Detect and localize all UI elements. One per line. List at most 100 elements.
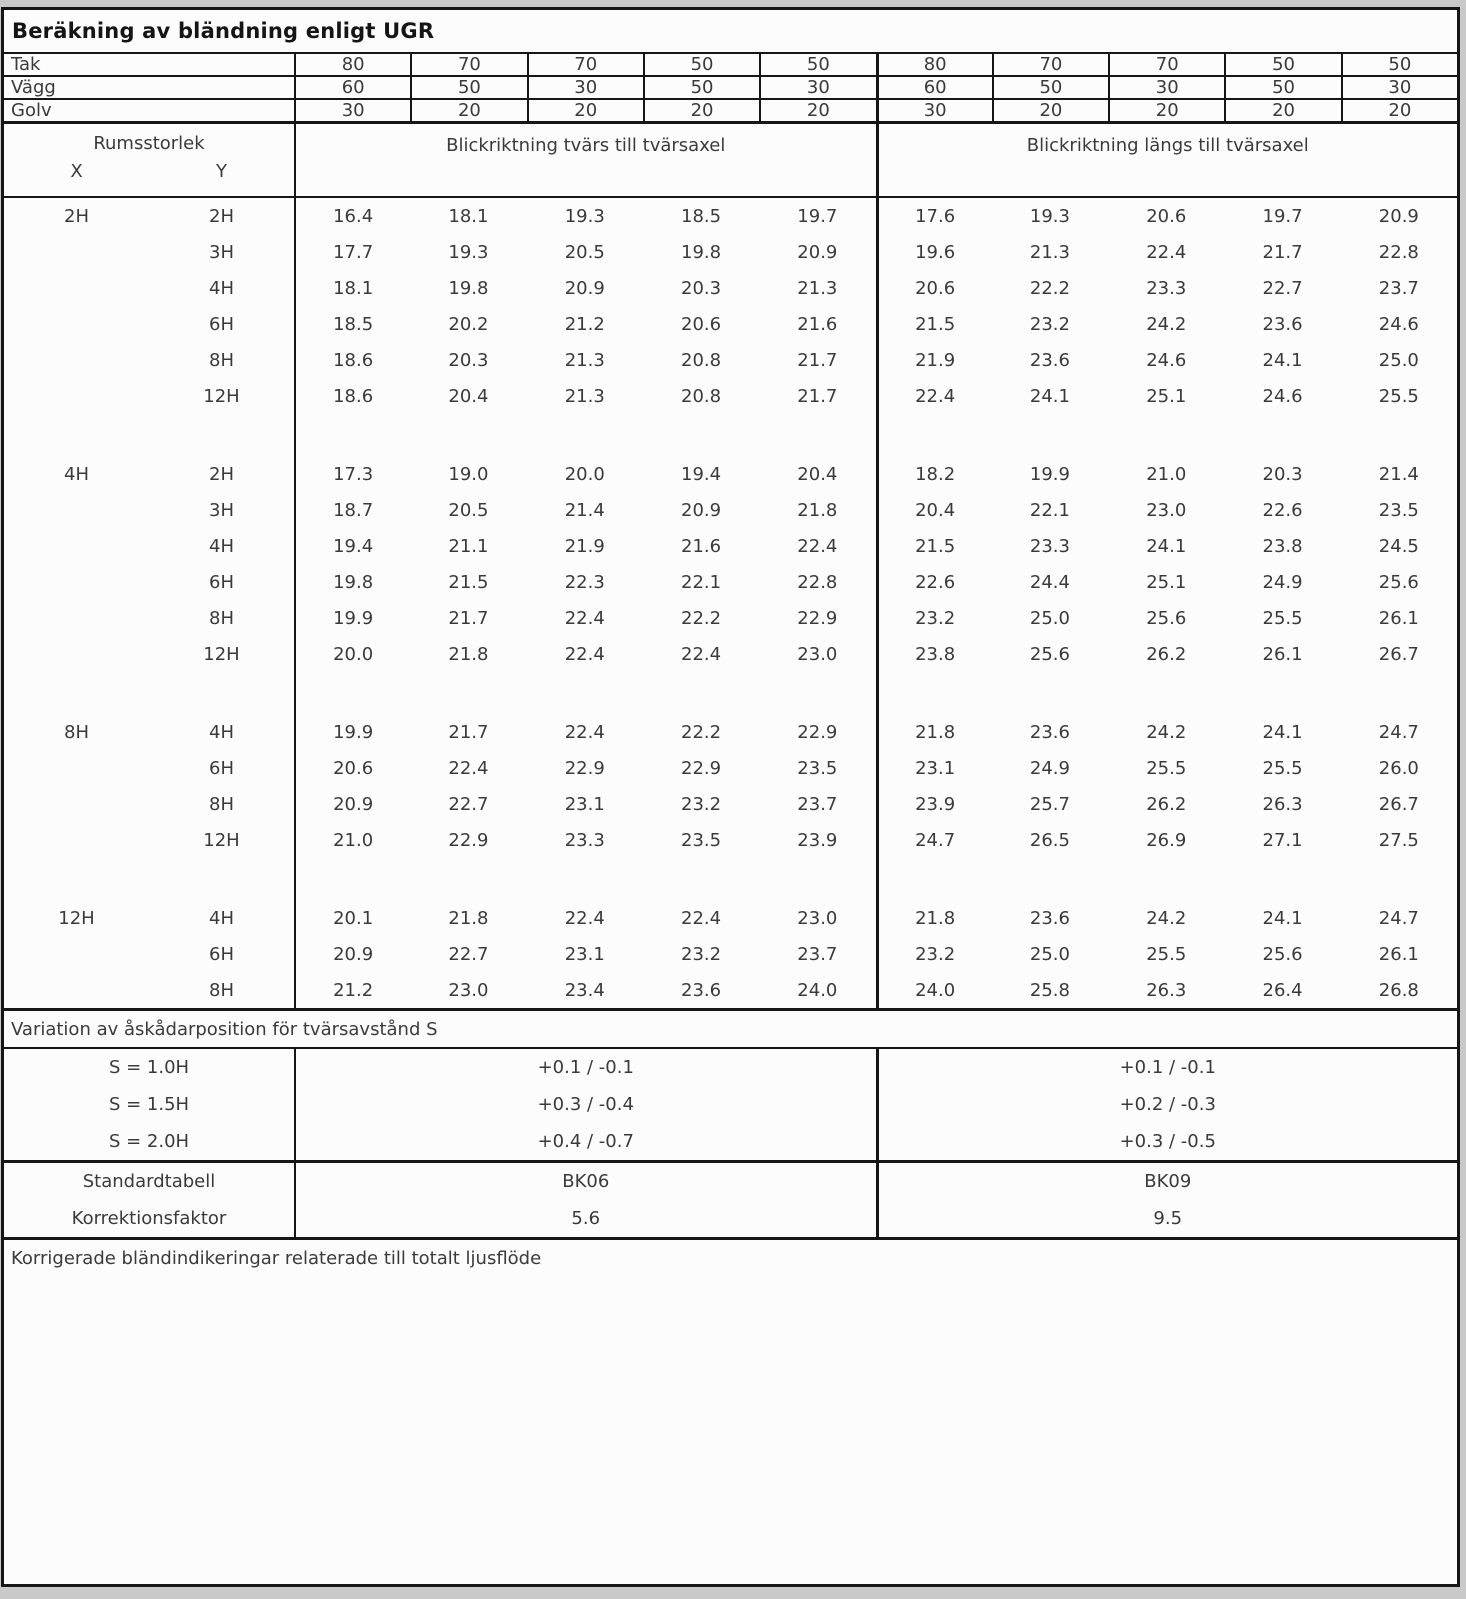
ugr-value-cell: 22.6: [1262, 499, 1303, 521]
ugr-value-cell: 21.3: [1029, 241, 1070, 263]
ugr-value-cell: 23.5: [797, 757, 838, 779]
ugr-value-cell: 23.0: [797, 643, 838, 665]
empty-cell: [1108, 414, 1224, 456]
ugr-value-cell: 20.6: [1146, 205, 1187, 227]
ugr-value-cell: 20.6: [875, 270, 992, 306]
ugr-value-cell: 27.5: [1378, 829, 1419, 851]
ugr-value-cell: 19.4: [294, 528, 410, 564]
ugr-value-cell: 23.6: [681, 979, 722, 1001]
room-x-cell: [4, 492, 149, 528]
ugr-value-cell: 22.3: [564, 571, 605, 593]
table-row: 12H 4H 20.1 21.8 22.4 22.4 23.0 21.8 23.6 24.2 24.…: [4, 900, 1457, 936]
xy-labels: X Y: [4, 161, 294, 182]
ugr-value-cell: 21.8: [448, 643, 489, 665]
ugr-value-cell: 21.8: [875, 900, 992, 936]
standard-row-left-value: BK06: [294, 1163, 876, 1200]
room-size-header: Rumsstorlek X Y: [4, 124, 294, 196]
ugr-value-cell: 19.9: [1029, 463, 1070, 485]
variation-row-right-value: +0.1 / -0.1: [875, 1049, 1458, 1086]
ugr-value-cell: 25.6: [1029, 643, 1070, 665]
empty-cell: [1341, 672, 1457, 714]
ugr-value-cell: 20.3: [448, 349, 489, 371]
ugr-value-cell: 16.4: [294, 198, 410, 234]
ugr-value-cell: 19.9: [294, 600, 410, 636]
ugr-value-cell: 21.0: [294, 822, 410, 858]
room-x-cell: [4, 786, 149, 822]
ugr-value-cell: 23.5: [1378, 499, 1419, 521]
ugr-value-cell: 26.8: [1378, 979, 1419, 1001]
ugr-value-cell: 26.2: [1146, 643, 1187, 665]
variation-row: S = 2.0H +0.4 / -0.7 +0.3 / -0.5: [4, 1123, 1457, 1160]
ugr-value-cell: 20.0: [564, 463, 605, 485]
ugr-value-cell: 21.5: [875, 528, 992, 564]
empty-cell: [992, 414, 1108, 456]
reflectance-value-cell: 80: [294, 54, 410, 75]
ugr-value-cell: 23.4: [564, 979, 605, 1001]
room-x-cell: [4, 270, 149, 306]
room-y-cell: 6H: [209, 757, 234, 779]
page-title: Beräkning av bländning enligt UGR: [12, 19, 435, 43]
ugr-value-cell: 19.6: [875, 234, 992, 270]
reflectance-value-cell: 70: [526, 54, 643, 75]
table-row: 6H 20.6 22.4 22.9 22.9 23.5 23.1 24.9 25.5 25.5 26…: [4, 750, 1457, 786]
variation-row-label: S = 1.5H: [108, 1094, 190, 1115]
ugr-value-cell: 23.7: [797, 943, 838, 965]
ugr-value-cell: 19.4: [681, 463, 722, 485]
ugr-value-cell: 25.7: [1029, 793, 1070, 815]
room-x-cell: [4, 750, 149, 786]
room-y-cell: 6H: [209, 943, 234, 965]
ugr-value-cell: 21.2: [564, 313, 605, 335]
ugr-value-cell: 21.7: [448, 607, 489, 629]
empty-cell: [759, 672, 875, 714]
ugr-value-cell: 18.1: [294, 270, 410, 306]
ugr-value-cell: 23.6: [1029, 907, 1070, 929]
ugr-value-cell: 24.7: [875, 822, 992, 858]
ugr-value-cell: 19.3: [1029, 205, 1070, 227]
reflectance-row: Vägg 60 50 30 50 30 60 50 30 50 30: [4, 77, 1457, 100]
ugr-value-cell: 18.6: [294, 378, 410, 414]
ugr-value-cell: 22.4: [797, 535, 838, 557]
ugr-value-cell: 25.0: [1029, 943, 1070, 965]
room-y-cell: 6H: [209, 313, 234, 335]
ugr-value-cell: 22.4: [875, 378, 992, 414]
ugr-value-cell: 20.9: [294, 936, 410, 972]
ugr-value-cell: 26.9: [1146, 829, 1187, 851]
ugr-value-cell: 21.9: [875, 342, 992, 378]
room-y-cell: 4H: [209, 721, 234, 743]
ugr-value-cell: 26.4: [1262, 979, 1303, 1001]
ugr-value-cell: 26.1: [1378, 607, 1419, 629]
table-row: 6H 18.5 20.2 21.2 20.6 21.6 21.5 23.2 24.2 23.6 24…: [4, 306, 1457, 342]
table-row: 3H 18.7 20.5 21.4 20.9 21.8 20.4 22.1 23.0 22.6 23…: [4, 492, 1457, 528]
ugr-value-cell: 21.5: [875, 306, 992, 342]
ugr-value-cell: 24.9: [1262, 571, 1303, 593]
ugr-value-cell: 20.6: [294, 750, 410, 786]
ugr-value-cell: 24.1: [1146, 535, 1187, 557]
standard-row: Standardtabell BK06 BK09: [4, 1163, 1457, 1200]
table-row: 8H 19.9 21.7 22.4 22.2 22.9 23.2 25.0 25.6 25.5 26…: [4, 600, 1457, 636]
ugr-value-cell: 23.2: [875, 600, 992, 636]
ugr-value-cell: 21.2: [294, 972, 410, 1008]
ugr-value-cell: 22.4: [448, 757, 489, 779]
ugr-value-cell: 21.8: [875, 714, 992, 750]
spacer-row: [4, 414, 1457, 456]
reflectance-value-cell: 30: [526, 77, 643, 98]
reflectance-value-cell: 20: [410, 100, 526, 121]
ugr-value-cell: 23.8: [1262, 535, 1303, 557]
ugr-value-cell: 26.0: [1378, 757, 1419, 779]
ugr-value-cell: 25.8: [1029, 979, 1070, 1001]
empty-cell: [992, 672, 1108, 714]
variation-heading: Variation av åskådarposition för tvärsav…: [11, 1018, 438, 1040]
ugr-value-cell: 18.6: [294, 342, 410, 378]
reflectance-row: Tak 80 70 70 50 50 80 70 70 50 50: [4, 54, 1457, 77]
empty-cell: [1341, 858, 1457, 900]
ugr-value-cell: 21.7: [797, 385, 838, 407]
ugr-value-cell: 22.2: [681, 607, 722, 629]
ugr-value-cell: 21.9: [564, 535, 605, 557]
table-row: 6H 20.9 22.7 23.1 23.2 23.7 23.2 25.0 25.5 25.6 26…: [4, 936, 1457, 972]
variation-row-left-value: +0.1 / -0.1: [294, 1049, 876, 1086]
ugr-value-cell: 18.2: [875, 456, 992, 492]
variation-row: S = 1.0H +0.1 / -0.1 +0.1 / -0.1: [4, 1049, 1457, 1086]
ugr-value-cell: 20.9: [294, 786, 410, 822]
reflectance-value-cell: 30: [294, 100, 410, 121]
ugr-value-cell: 23.3: [564, 829, 605, 851]
